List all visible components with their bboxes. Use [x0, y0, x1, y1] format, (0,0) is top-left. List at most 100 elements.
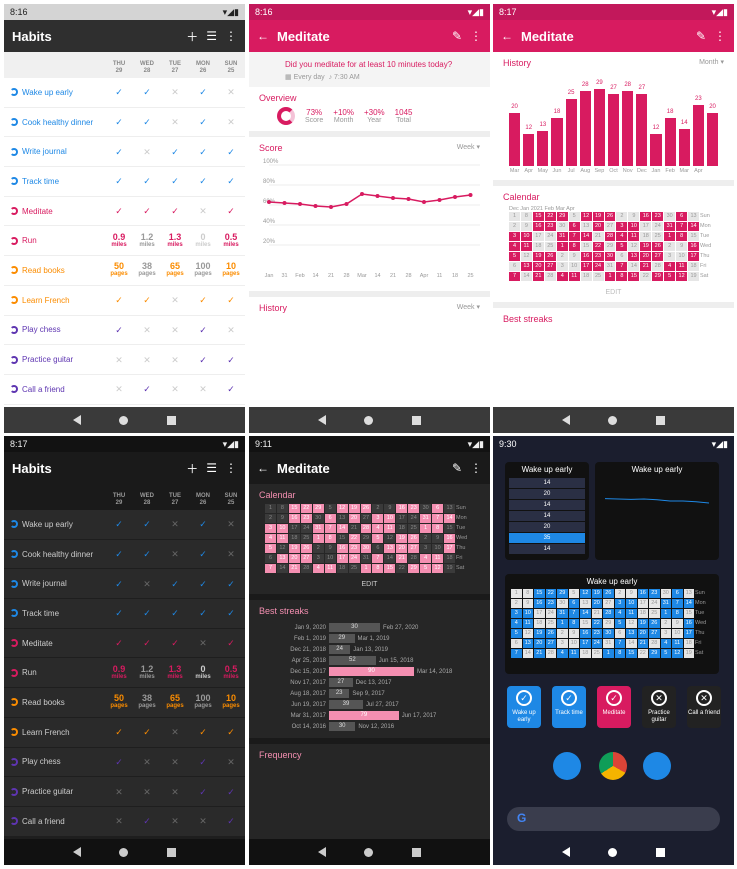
calendar-day[interactable]: 28 — [649, 639, 660, 648]
habit-row[interactable]: Practice guitar ✕ ✕ ✕ ✓ ✓ — [4, 345, 245, 375]
calendar-day[interactable]: 4 — [664, 262, 676, 271]
check-icon[interactable]: ✓ — [115, 549, 123, 560]
calendar-day[interactable]: 11 — [324, 564, 336, 573]
calendar-day[interactable]: 2 — [372, 504, 384, 513]
calendar-day[interactable]: 21 — [532, 272, 544, 281]
calendar-day[interactable]: 1 — [664, 232, 676, 241]
calendar-day[interactable]: 18 — [532, 242, 544, 251]
back-nav-icon[interactable] — [562, 847, 571, 857]
calendar-day[interactable]: 16 — [688, 242, 699, 251]
habit-check-cell[interactable]: 50 pages — [105, 694, 133, 710]
habit-check-cell[interactable]: 0.9 miles — [105, 664, 133, 681]
cross-icon[interactable]: ✕ — [227, 549, 235, 560]
calendar-day[interactable]: 24 — [652, 222, 664, 231]
calendar-day[interactable]: 13 — [580, 599, 591, 608]
calendar-day[interactable]: 27 — [603, 599, 614, 608]
check-icon[interactable]: ✓ — [115, 324, 123, 335]
cross-icon[interactable]: ✕ — [171, 786, 179, 797]
calendar-day[interactable]: 3 — [660, 629, 671, 638]
check-icon[interactable]: ✓ — [199, 117, 207, 128]
calendar-day[interactable]: 21 — [592, 232, 604, 241]
check-icon[interactable]: ✓ — [199, 578, 207, 589]
calendar-day[interactable]: 7 — [676, 222, 688, 231]
calendar-day[interactable]: 7 — [616, 262, 628, 271]
habit-row[interactable]: Wake up early ✓ ✓ ✕ ✓ ✕ — [4, 510, 245, 540]
check-icon[interactable]: ✓ — [143, 176, 151, 187]
calendar-day[interactable]: 4 — [556, 272, 568, 281]
calendar-day[interactable]: 17 — [288, 524, 300, 533]
check-icon[interactable]: ✓ — [143, 549, 151, 560]
calendar-day[interactable]: 29 — [556, 212, 568, 221]
calendar-day[interactable]: 16 — [640, 212, 652, 221]
check-icon[interactable]: ✓ — [115, 519, 123, 530]
more-icon[interactable]: ⋮ — [225, 29, 237, 43]
calendar-day[interactable]: 21 — [637, 639, 648, 648]
calendar-day[interactable]: 3 — [312, 554, 324, 563]
check-icon[interactable]: ✓ — [115, 87, 123, 98]
calendar-day[interactable]: 21 — [591, 609, 602, 618]
habit-row[interactable]: Call a friend ✕ ✓ ✕ ✕ ✓ — [4, 374, 245, 405]
calendar-day[interactable]: 23 — [348, 544, 360, 553]
calendar-day[interactable]: 30 — [660, 589, 671, 598]
calendar-day[interactable]: 14 — [384, 554, 396, 563]
habit-check-cell[interactable]: 0.5 miles — [217, 232, 245, 249]
cross-icon[interactable]: ✕ — [227, 324, 235, 335]
calendar-day[interactable]: 10 — [324, 554, 336, 563]
calendar-day[interactable]: 20 — [591, 599, 602, 608]
check-icon[interactable]: ✓ — [199, 786, 207, 797]
calendar-day[interactable]: 8 — [432, 524, 444, 533]
calendar-day[interactable]: 10 — [626, 599, 637, 608]
calendar-day[interactable]: 10 — [568, 262, 580, 271]
calendar-day[interactable]: 26 — [649, 619, 660, 628]
calendar-day[interactable]: 2 — [312, 544, 324, 553]
calendar-day[interactable]: 9 — [568, 252, 580, 261]
calendar-day[interactable]: 13 — [444, 504, 455, 513]
calendar-day[interactable]: 3 — [556, 262, 568, 271]
habit-check-cell[interactable]: 100 pages — [189, 694, 217, 710]
calendar-day[interactable]: 12 — [628, 242, 640, 251]
calendar-day[interactable]: 15 — [683, 609, 694, 618]
calendar-day[interactable]: 4 — [420, 554, 432, 563]
recents-nav-icon[interactable] — [655, 415, 665, 425]
more-icon[interactable]: ⋮ — [470, 29, 482, 43]
habit-check-cell[interactable]: 1.3 miles — [161, 664, 189, 681]
calendar-day[interactable]: 12 — [626, 619, 637, 628]
calendar-day[interactable]: 29 — [649, 649, 660, 658]
calendar-day[interactable]: 16 — [683, 619, 694, 628]
calendar-day[interactable]: 4 — [312, 564, 324, 573]
back-arrow-icon[interactable]: ← — [501, 29, 513, 43]
calendar-day[interactable]: 17 — [580, 262, 592, 271]
recents-nav-icon[interactable] — [411, 847, 421, 857]
calendar-day[interactable]: 12 — [580, 589, 591, 598]
calendar-day[interactable]: 2 — [420, 534, 432, 543]
cross-icon[interactable]: ✕ — [227, 87, 235, 98]
calendar-day[interactable]: 16 — [288, 514, 300, 523]
check-icon[interactable]: ✓ — [227, 384, 235, 395]
calendar-day[interactable]: 3 — [420, 544, 432, 553]
calendar-day[interactable]: 26 — [360, 504, 372, 513]
calendar-day[interactable]: 13 — [384, 544, 396, 553]
cross-icon[interactable]: ✕ — [171, 549, 179, 560]
calendar-day[interactable]: 26 — [604, 212, 616, 221]
calendar-day[interactable]: 23 — [649, 589, 660, 598]
calendar-day[interactable]: 6 — [324, 514, 336, 523]
calendar-day[interactable]: 20 — [534, 639, 545, 648]
check-icon[interactable]: ✓ — [143, 295, 151, 306]
calendar-day[interactable]: 16 — [336, 544, 348, 553]
calendar-day[interactable]: 7 — [372, 554, 384, 563]
habit-row[interactable]: Run 0.9 miles 1.2 miles 1.3 miles 0 miles 0.5 mile… — [4, 226, 245, 257]
calendar-day[interactable]: 13 — [336, 514, 348, 523]
calendar-day[interactable]: 11 — [672, 639, 683, 648]
calendar-day[interactable]: 25 — [649, 609, 660, 618]
edit-button[interactable]: EDIT — [605, 289, 622, 296]
calendar-day[interactable]: 11 — [522, 619, 533, 628]
calendar-day[interactable]: 28 — [544, 272, 556, 281]
calendar-day[interactable]: 9 — [520, 222, 532, 231]
cross-icon[interactable]: ✕ — [171, 816, 179, 827]
calendar-day[interactable]: 6 — [568, 222, 580, 231]
calendar-day[interactable]: 23 — [545, 599, 556, 608]
check-icon[interactable]: ✓ — [115, 176, 123, 187]
check-icon[interactable]: ✓ — [171, 578, 179, 589]
check-icon[interactable]: ✓ — [227, 638, 235, 649]
calendar-day[interactable]: 21 — [348, 524, 360, 533]
